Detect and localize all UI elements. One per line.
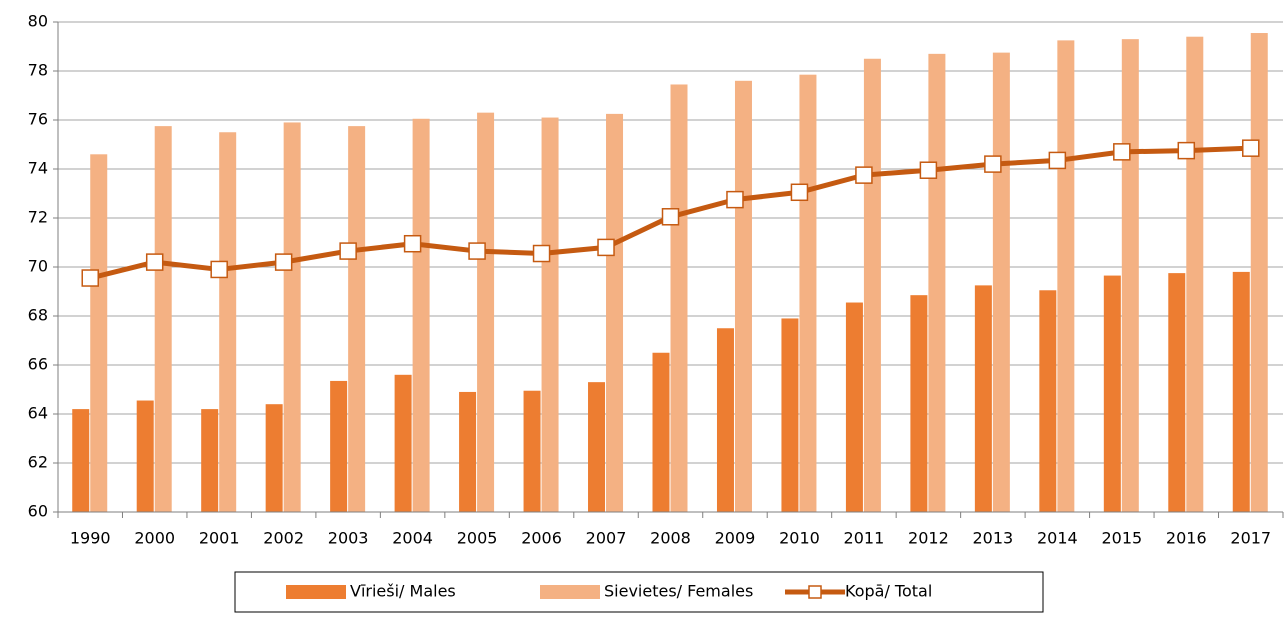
x-tick-label: 2015 xyxy=(1101,529,1142,548)
bar xyxy=(781,318,799,512)
marker xyxy=(855,166,873,184)
legend-box xyxy=(234,571,1044,613)
bar xyxy=(154,126,172,512)
x-tick-label: 1990 xyxy=(70,529,111,548)
marker xyxy=(919,161,938,179)
legend-label: Sievietes/ Females xyxy=(604,582,753,601)
bar xyxy=(394,374,412,512)
x-tick-label: 2009 xyxy=(715,529,756,548)
bar xyxy=(1039,290,1057,512)
bar xyxy=(283,122,301,512)
marker xyxy=(210,260,228,279)
x-tick-label: 2003 xyxy=(328,529,369,548)
x-tick-label: 2016 xyxy=(1166,529,1207,548)
marker xyxy=(597,238,615,257)
bar xyxy=(716,328,734,512)
marker xyxy=(1113,143,1131,161)
x-tick-label: 2007 xyxy=(586,529,627,548)
legend-label: Kopā/ Total xyxy=(845,582,932,601)
bar xyxy=(90,154,108,513)
marker xyxy=(145,253,164,271)
x-tick-label: 2010 xyxy=(779,529,820,548)
x-tick-label: 2001 xyxy=(199,529,240,548)
bar xyxy=(265,404,283,512)
bar xyxy=(845,302,863,512)
bar xyxy=(992,52,1010,512)
bar xyxy=(1168,273,1186,512)
y-tick-label: 70 xyxy=(28,257,48,276)
bar xyxy=(477,112,495,513)
bar xyxy=(670,84,688,512)
x-tick-label: 2013 xyxy=(973,529,1014,548)
bar xyxy=(652,352,670,512)
marker xyxy=(1048,151,1067,170)
bar xyxy=(136,400,154,512)
bar xyxy=(1121,39,1139,513)
bar xyxy=(1250,33,1268,513)
marker xyxy=(1177,141,1196,160)
bar xyxy=(219,132,237,512)
x-tick-label: 2012 xyxy=(908,529,949,548)
legend-swatch xyxy=(540,585,600,599)
y-tick-label: 64 xyxy=(28,404,48,423)
marker xyxy=(339,242,357,260)
marker xyxy=(468,242,486,260)
legend-label: Vīrieši/ Males xyxy=(350,582,456,601)
y-tick-label: 60 xyxy=(28,502,48,521)
marker xyxy=(726,190,744,209)
bar xyxy=(588,382,606,512)
x-tick-label: 2004 xyxy=(392,529,433,548)
x-tick-label: 2017 xyxy=(1230,529,1271,548)
bar xyxy=(799,74,817,513)
bar xyxy=(1057,40,1075,512)
bar xyxy=(541,117,559,513)
bar xyxy=(1186,36,1204,512)
bar xyxy=(348,126,366,512)
y-tick-label: 80 xyxy=(28,12,48,31)
y-tick-label: 66 xyxy=(28,355,48,374)
y-tick-label: 78 xyxy=(28,61,48,80)
marker xyxy=(532,244,551,263)
y-tick-label: 76 xyxy=(28,110,48,129)
bar xyxy=(1103,275,1121,512)
x-tick-label: 2011 xyxy=(844,529,885,548)
marker xyxy=(1242,139,1260,157)
x-tick-label: 2005 xyxy=(457,529,498,548)
bar xyxy=(459,391,477,512)
x-tick-label: 2014 xyxy=(1037,529,1078,548)
x-tick-label: 2008 xyxy=(650,529,691,548)
marker xyxy=(984,155,1002,173)
marker xyxy=(661,208,680,226)
bar xyxy=(201,409,219,512)
legend-marker xyxy=(808,585,822,599)
legend-swatch xyxy=(286,585,346,599)
x-tick-label: 2000 xyxy=(134,529,175,548)
bar xyxy=(523,390,541,512)
y-tick-label: 72 xyxy=(28,208,48,227)
bar xyxy=(606,113,624,512)
bar xyxy=(928,53,946,512)
y-tick-label: 62 xyxy=(28,453,48,472)
x-tick-label: 2002 xyxy=(263,529,304,548)
bar xyxy=(863,58,881,512)
bar xyxy=(330,380,348,512)
bar xyxy=(974,285,992,512)
bar xyxy=(1232,271,1250,512)
marker xyxy=(274,253,293,271)
y-tick-label: 74 xyxy=(28,159,48,178)
y-tick-label: 68 xyxy=(28,306,48,325)
bar xyxy=(734,80,752,513)
marker xyxy=(790,183,809,202)
bar xyxy=(72,409,90,512)
x-tick-label: 2006 xyxy=(521,529,562,548)
marker xyxy=(403,234,422,253)
bar xyxy=(412,118,430,513)
marker xyxy=(81,269,99,287)
bar xyxy=(910,295,928,512)
